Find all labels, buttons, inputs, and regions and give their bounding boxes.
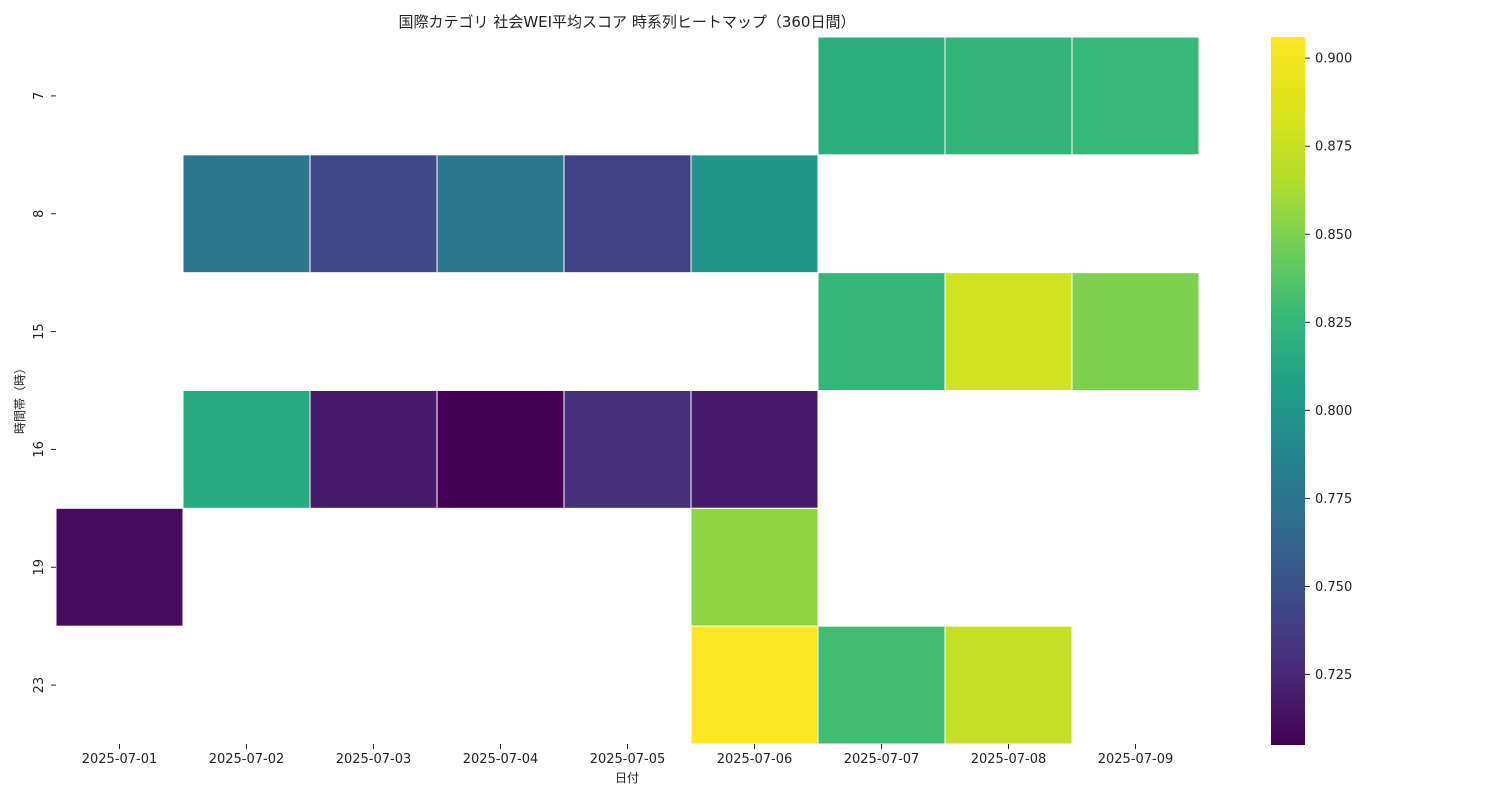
heatmap-cell: [817, 272, 946, 391]
heatmap-cell: [436, 390, 565, 509]
heatmap-cell: [817, 36, 946, 156]
heatmap-cell: [436, 154, 565, 274]
y-tick-label: 8: [32, 210, 47, 218]
colorbar-tick-label: 0.825: [1315, 316, 1352, 331]
colorbar-tick-label: 0.775: [1315, 492, 1352, 507]
heatmap-cell: [944, 36, 1073, 156]
heatmap-cells: [55, 36, 1200, 745]
heatmap-cell: [690, 507, 819, 627]
heatmap-cell: [182, 154, 311, 274]
x-axis-label: 日付: [615, 771, 639, 785]
heatmap-cell: [55, 507, 184, 627]
colorbar: [1271, 37, 1305, 745]
x-tick-label: 2025-07-09: [1098, 752, 1174, 767]
heatmap-cell: [563, 154, 692, 274]
heatmap-cell: [1071, 36, 1200, 156]
x-tick-label: 2025-07-01: [82, 752, 158, 767]
x-tick-label: 2025-07-03: [336, 752, 412, 767]
y-axis-ticks: 7 8 15 16 19 23: [32, 92, 56, 694]
x-tick-label: 2025-07-07: [844, 752, 920, 767]
heatmap-cell: [690, 390, 819, 509]
heatmap-cell: [309, 154, 438, 274]
colorbar-tick-label: 0.875: [1315, 140, 1352, 155]
heatmap-cell: [182, 390, 311, 509]
heatmap-cell: [1071, 272, 1200, 391]
y-tick-label: 7: [32, 92, 47, 100]
colorbar-tick-label: 0.900: [1315, 52, 1352, 67]
x-tick-label: 2025-07-08: [971, 752, 1047, 767]
y-tick-label: 15: [32, 323, 47, 340]
heatmap-cell: [563, 390, 692, 509]
heatmap-cell: [817, 625, 946, 745]
x-tick-label: 2025-07-06: [717, 752, 793, 767]
colorbar-ticks: 0.725 0.750 0.775 0.800 0.825 0.850 0.875 0.900: [1305, 52, 1352, 683]
y-tick-label: 19: [32, 559, 47, 576]
heatmap-cell: [690, 625, 819, 745]
x-tick-label: 2025-07-02: [209, 752, 285, 767]
colorbar-tick-label: 0.850: [1315, 228, 1352, 243]
colorbar-tick-label: 0.750: [1315, 580, 1352, 595]
colorbar-tick-label: 0.725: [1315, 668, 1352, 683]
heatmap-cell: [944, 272, 1073, 391]
y-axis-label: 時間帯（時）: [13, 362, 27, 434]
heatmap-cell: [944, 625, 1073, 745]
heatmap-cell: [309, 390, 438, 509]
heatmap-cell: [690, 154, 819, 274]
x-tick-label: 2025-07-04: [463, 752, 539, 767]
y-tick-label: 16: [32, 441, 47, 458]
x-axis-ticks: 2025-07-01 2025-07-02 2025-07-03 2025-07-04…: [82, 744, 1174, 767]
x-tick-label: 2025-07-05: [590, 752, 666, 767]
y-tick-label: 23: [32, 677, 47, 694]
chart-title: 国際カテゴリ 社会WEI平均スコア 時系列ヒートマップ（360日間）: [399, 13, 856, 31]
colorbar-tick-label: 0.800: [1315, 404, 1352, 419]
